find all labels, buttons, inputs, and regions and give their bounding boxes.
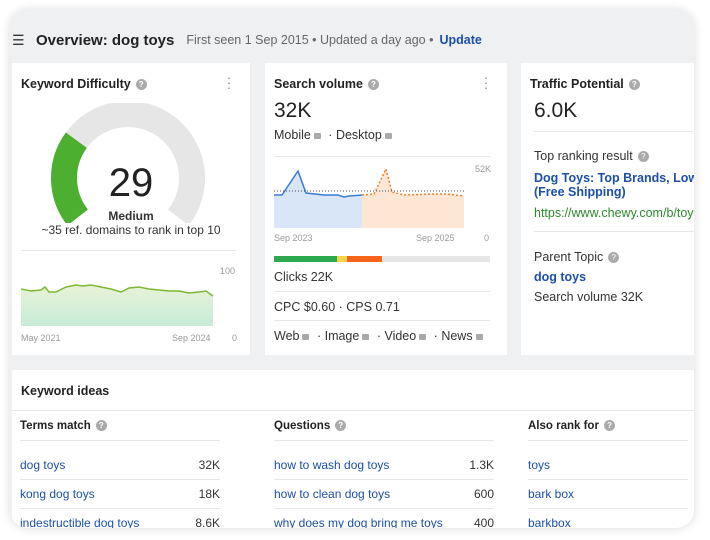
clicks-value: Clicks 22K (274, 270, 334, 284)
parent-topic-volume: Search volume 32K (534, 290, 644, 304)
y-max-label: 100 (220, 266, 236, 276)
lock-icon (362, 334, 370, 340)
help-icon[interactable]: ? (135, 79, 147, 90)
x-end-label: Sep 2024 (172, 333, 211, 343)
clicks-distribution-bar (274, 256, 490, 262)
keyword-ideas-section: Keyword ideas Terms match? dog toys 32K kon… (12, 370, 694, 528)
keyword-link[interactable]: how to wash dog toys (274, 458, 390, 472)
keyword-difficulty-card: Keyword Difficulty? · · · 29 Medium ~35 re… (12, 63, 250, 355)
list-item: toys (528, 458, 688, 472)
list-item: kong dog toys 18K (20, 487, 220, 501)
y-max-label: 52K (475, 164, 492, 174)
overview-panel: ☰ Overview: dog toys First seen 1 Sep 20… (10, 10, 694, 528)
difficulty-level: Medium (108, 209, 154, 223)
x-start-label: Sep 2023 (274, 233, 313, 243)
top-ranking-label: Top ranking result (534, 149, 633, 163)
update-link[interactable]: Update (439, 33, 482, 47)
list-item: barkbox (528, 516, 688, 528)
traffic-potential-card: Traffic Potential? 6.0K Top ranking resu… (521, 63, 694, 355)
mobile-label: Mobile (274, 128, 311, 142)
difficulty-history-chart (21, 284, 214, 326)
help-icon[interactable]: ? (608, 252, 620, 263)
search-volume-value: 32K (274, 99, 312, 122)
header-meta: First seen 1 Sep 2015 • Updated a day ag… (186, 33, 434, 47)
list-item: bark box (528, 487, 688, 501)
column-header: Terms match (20, 420, 91, 432)
lock-icon (384, 133, 392, 139)
card-title: Traffic Potential (530, 77, 624, 91)
parent-topic-link[interactable]: dog toys (534, 270, 587, 284)
keyword-link[interactable]: barkbox (528, 516, 571, 528)
hamburger-icon[interactable]: ☰ (12, 31, 25, 48)
page-title: Overview: dog toys (36, 31, 175, 49)
traffic-potential-value: 6.0K (534, 99, 578, 122)
keyword-volume: 400 (473, 516, 494, 528)
keyword-link[interactable]: why does my dog bring me toys (274, 516, 443, 528)
column-header: Also rank for (528, 420, 599, 432)
keyword-volume: 8.6K (195, 516, 220, 528)
list-item: how to clean dog toys 600 (274, 487, 494, 501)
list-item: dog toys 32K (20, 458, 220, 472)
lock-icon (313, 133, 321, 139)
parent-topic-label: Parent Topic (534, 250, 604, 264)
more-icon[interactable]: · · · (226, 69, 232, 95)
keyword-link[interactable]: bark box (528, 487, 575, 501)
lock-icon (419, 334, 427, 340)
desktop-label: Desktop (335, 128, 382, 142)
section-title: Keyword ideas (21, 384, 110, 398)
list-item: how to wash dog toys 1.3K (274, 458, 494, 472)
header: ☰ Overview: dog toys First seen 1 Sep 20… (10, 28, 482, 52)
y-min-label: 0 (484, 233, 490, 243)
search-volume-chart (274, 166, 466, 228)
difficulty-subtitle: ~35 ref. domains to rank in top 10 (41, 223, 221, 237)
cps-value: CPS 0.71 (346, 300, 400, 314)
keyword-volume: 32K (198, 458, 220, 472)
help-icon[interactable]: ? (335, 420, 347, 431)
difficulty-score: 29 (108, 161, 154, 205)
lock-icon (475, 334, 483, 340)
keyword-link[interactable]: how to clean dog toys (274, 487, 391, 501)
column-header: Questions (274, 420, 331, 432)
more-icon[interactable]: · · · (483, 69, 489, 95)
help-icon[interactable]: ? (637, 151, 649, 162)
cpc-value: CPC $0.60 (274, 300, 336, 314)
help-icon[interactable]: ? (367, 79, 379, 90)
list-item: why does my dog bring me toys 400 (274, 516, 494, 528)
x-end-label: Sep 2025 (416, 233, 455, 243)
keyword-volume: 18K (198, 487, 220, 501)
keyword-volume: 600 (473, 487, 494, 501)
keyword-volume: 1.3K (469, 458, 494, 472)
top-result-url[interactable]: https://www.chewy.com/b/toys (534, 206, 694, 220)
y-min-label: 0 (232, 333, 238, 343)
serp-types: Web · Image · Video · News (274, 329, 487, 343)
card-title: Keyword Difficulty (21, 77, 131, 91)
keyword-link[interactable]: indestructible dog toys (20, 516, 140, 528)
help-icon[interactable]: ? (603, 420, 615, 431)
list-item: indestructible dog toys 8.6K (20, 516, 220, 528)
search-volume-card: Search volume? · · · 32K Mobile · Desktop … (265, 63, 507, 355)
help-icon[interactable]: ? (628, 79, 640, 90)
card-title: Search volume (274, 77, 363, 91)
keyword-link[interactable]: dog toys (20, 458, 66, 472)
help-icon[interactable]: ? (95, 420, 107, 431)
keyword-link[interactable]: toys (528, 458, 551, 472)
top-result-title[interactable]: Dog Toys: Top Brands, Low (Free Shipping) (534, 171, 694, 199)
difficulty-gauge (51, 103, 205, 223)
lock-icon (302, 334, 310, 340)
keyword-link[interactable]: kong dog toys (20, 487, 95, 501)
x-start-label: May 2021 (21, 333, 61, 343)
